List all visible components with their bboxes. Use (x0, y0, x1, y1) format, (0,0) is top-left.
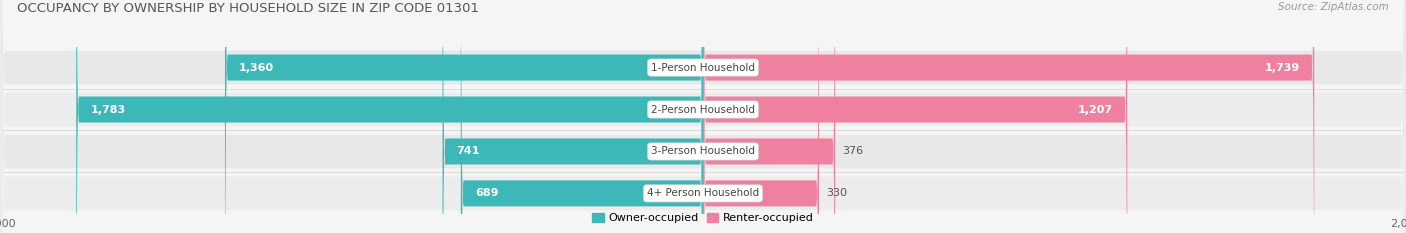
FancyBboxPatch shape (443, 0, 703, 233)
Text: 1,739: 1,739 (1265, 63, 1301, 72)
FancyBboxPatch shape (703, 0, 1128, 233)
Text: 3-Person Household: 3-Person Household (651, 147, 755, 156)
Text: 1,360: 1,360 (239, 63, 274, 72)
Text: 741: 741 (457, 147, 479, 156)
Text: 1,207: 1,207 (1078, 105, 1114, 114)
Text: 1,783: 1,783 (90, 105, 125, 114)
Legend: Owner-occupied, Renter-occupied: Owner-occupied, Renter-occupied (588, 208, 818, 227)
FancyBboxPatch shape (76, 0, 703, 233)
FancyBboxPatch shape (703, 0, 1315, 233)
Text: 4+ Person Household: 4+ Person Household (647, 188, 759, 198)
Text: 376: 376 (842, 147, 863, 156)
Text: OCCUPANCY BY OWNERSHIP BY HOUSEHOLD SIZE IN ZIP CODE 01301: OCCUPANCY BY OWNERSHIP BY HOUSEHOLD SIZE… (17, 2, 479, 15)
Text: 2-Person Household: 2-Person Household (651, 105, 755, 114)
Text: 689: 689 (475, 188, 498, 198)
Text: 330: 330 (827, 188, 846, 198)
Text: 1-Person Household: 1-Person Household (651, 63, 755, 72)
FancyBboxPatch shape (225, 0, 703, 233)
Text: Source: ZipAtlas.com: Source: ZipAtlas.com (1278, 2, 1389, 12)
FancyBboxPatch shape (703, 0, 835, 233)
FancyBboxPatch shape (703, 0, 818, 233)
FancyBboxPatch shape (461, 0, 703, 233)
